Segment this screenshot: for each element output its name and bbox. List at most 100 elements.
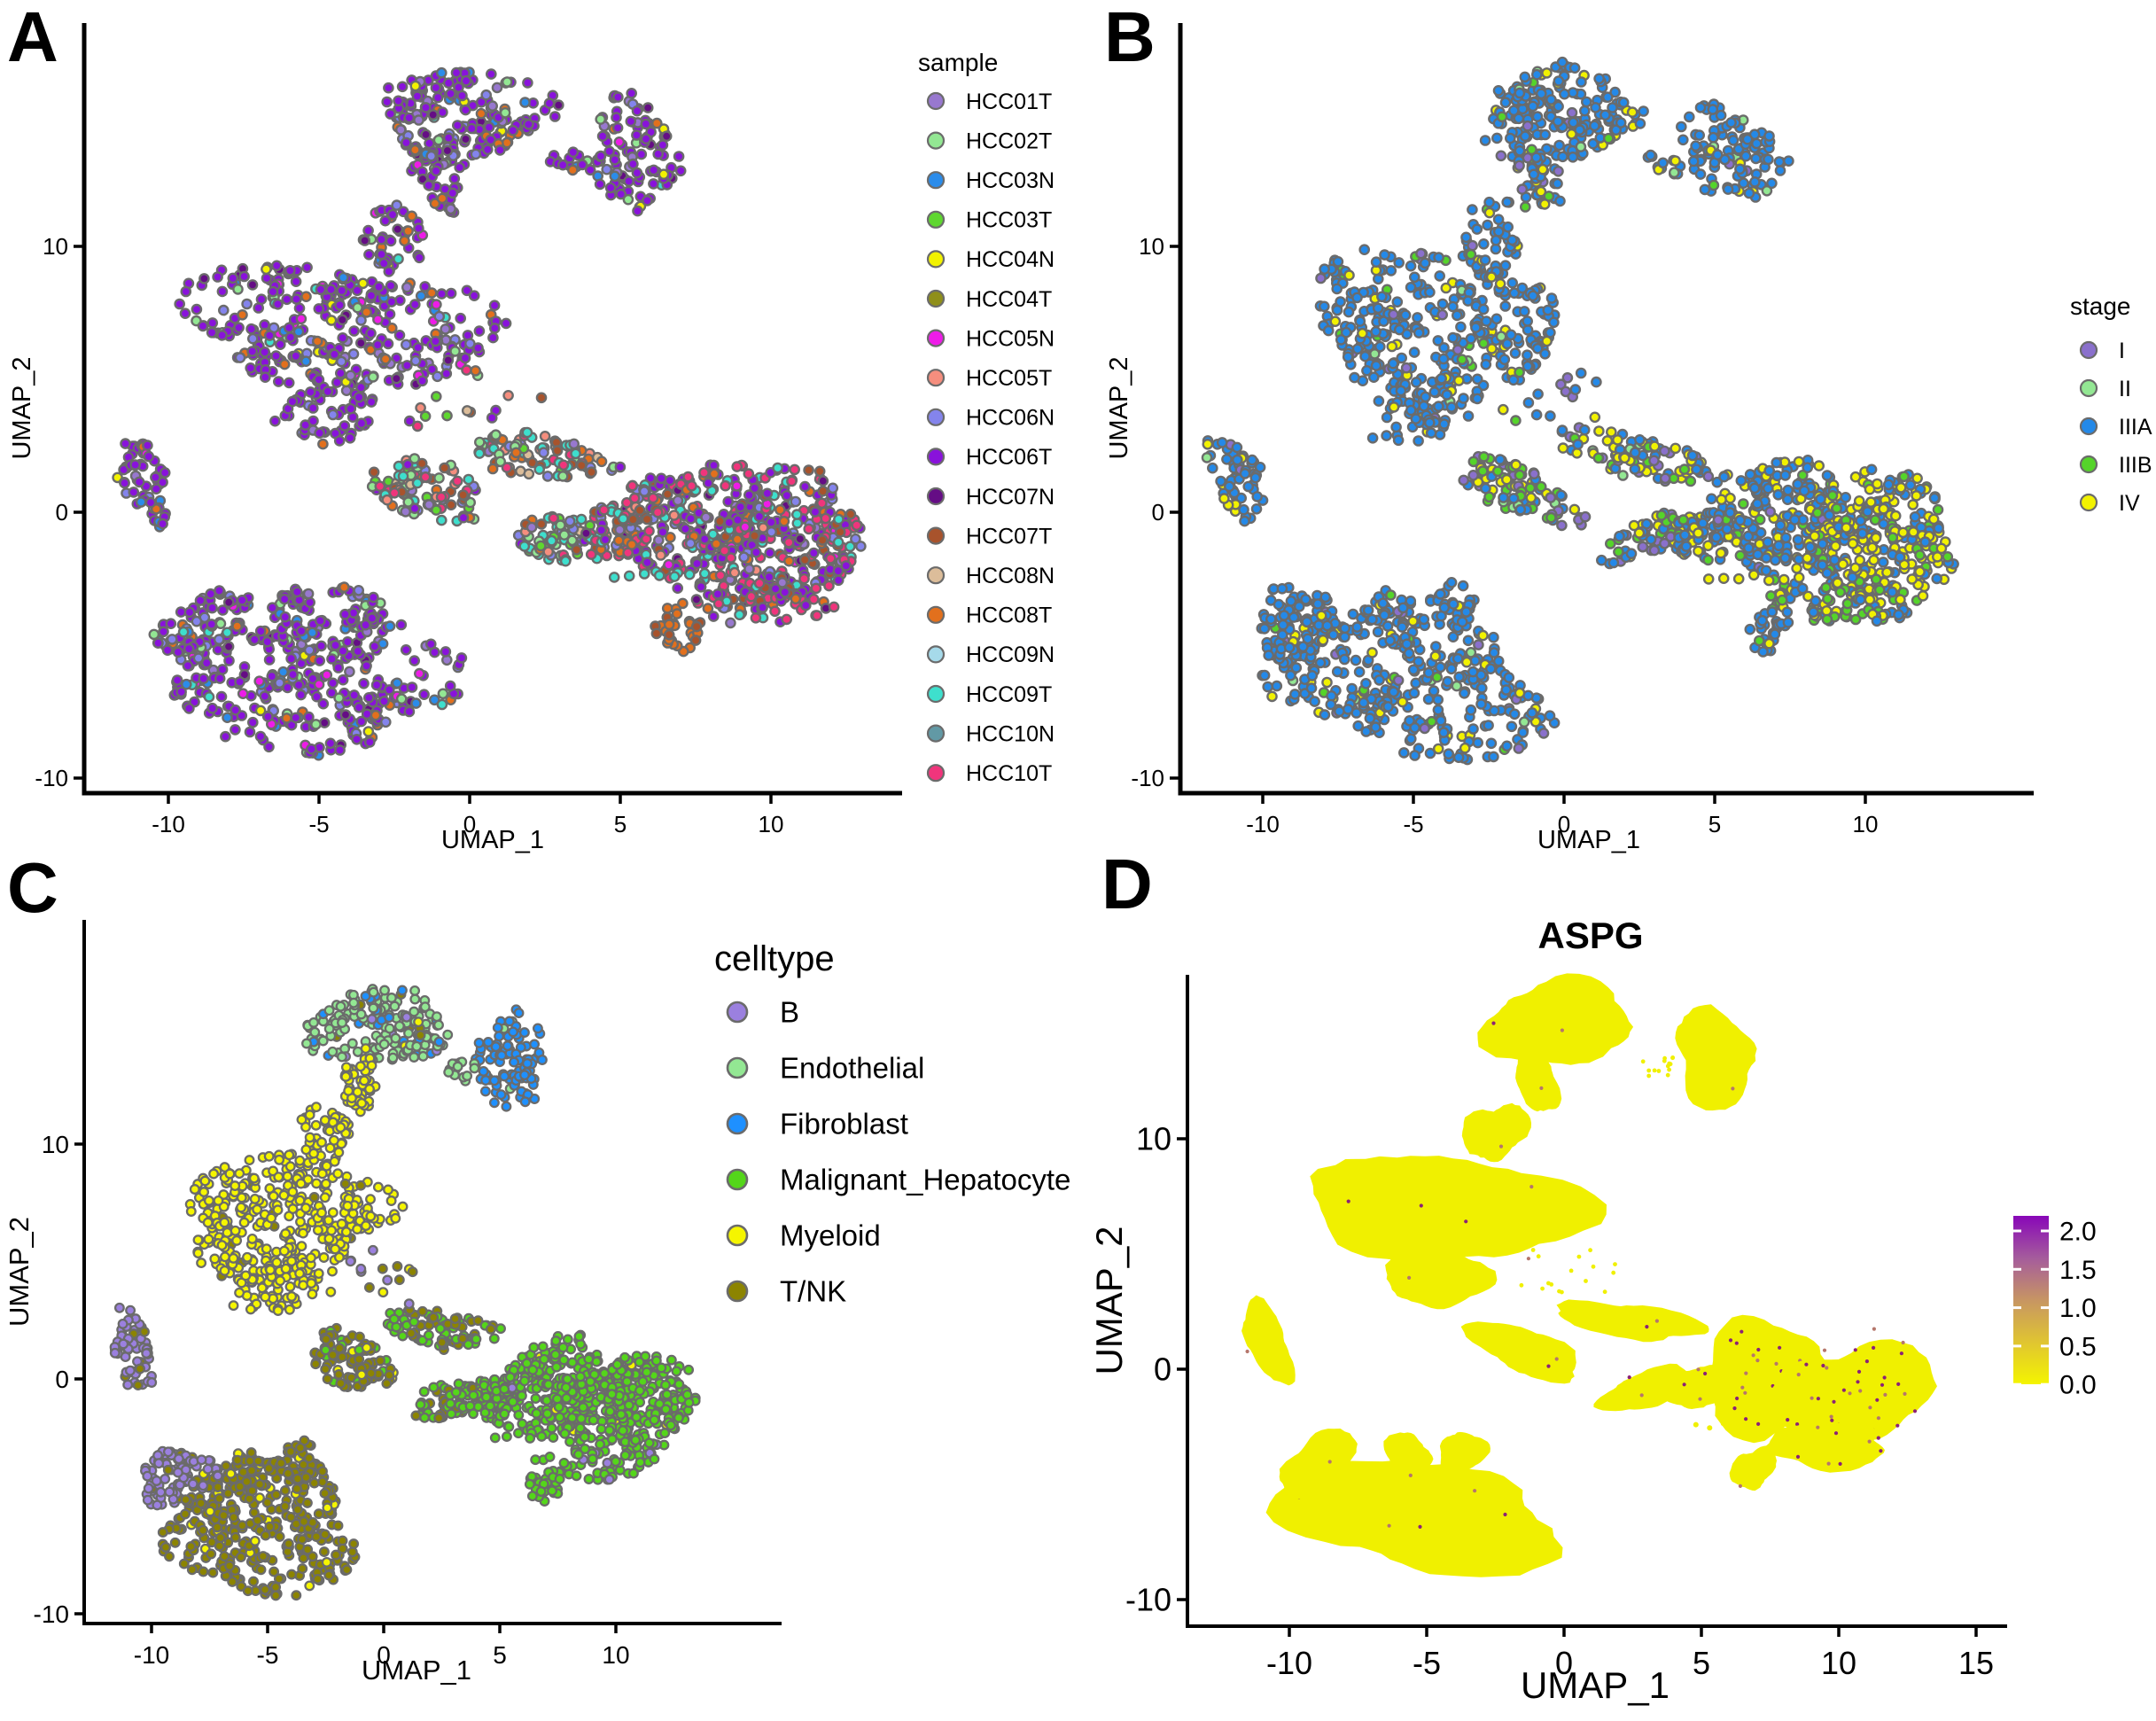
x-tick-label: 10 xyxy=(759,811,784,837)
legend-dot xyxy=(726,1001,749,1024)
legend-item-label: HCC10N xyxy=(966,721,1055,746)
legend-item-label: HCC06N xyxy=(966,406,1055,431)
x-axis-label: UMAP_1 xyxy=(1521,1664,1670,1706)
x-tick-label: 5 xyxy=(1693,1645,1710,1681)
legend-dot xyxy=(926,645,946,664)
y-axis-label: UMAP_2 xyxy=(4,1217,35,1327)
y-tick-label: 0 xyxy=(56,499,68,526)
x-tick-label: 5 xyxy=(1708,811,1721,837)
legend-item-label: Fibroblast xyxy=(780,1108,908,1141)
legend-title: stage xyxy=(2070,292,2131,320)
y-tick-label: 10 xyxy=(42,1131,69,1158)
x-tick-label: 5 xyxy=(614,811,627,837)
panel-label-d: D xyxy=(1101,845,1153,923)
panel-B-axes: -10 -5 0 5 10 10 0 -10 UMAP_1 UMAP_2 xyxy=(1105,23,2034,854)
y-tick-label: -10 xyxy=(35,765,68,791)
legend-dot xyxy=(2079,378,2098,398)
legend-item-label: HCC07T xyxy=(966,524,1052,549)
legend-item-label: Malignant_Hepatocyte xyxy=(780,1164,1070,1196)
panel-A-umap-points xyxy=(112,66,867,761)
legend-item-label: I xyxy=(2119,339,2125,363)
legend-item-label: B xyxy=(780,996,799,1029)
legend-dot xyxy=(726,1168,749,1191)
legend-dot xyxy=(926,526,946,545)
legend-item-label: IIIA xyxy=(2119,415,2152,440)
legend-dot xyxy=(926,448,946,466)
x-tick-label: -5 xyxy=(1413,1645,1441,1681)
x-tick-label: -5 xyxy=(308,811,329,837)
legend-item-label: HCC01T xyxy=(966,90,1052,114)
y-tick-label: 0 xyxy=(1152,499,1164,526)
legend-dot xyxy=(926,605,946,624)
legend-item-label: HCC05T xyxy=(966,366,1052,391)
x-tick-label: -10 xyxy=(1246,811,1280,837)
legend-item-label: Endothelial xyxy=(780,1052,924,1085)
y-tick-label: 10 xyxy=(1139,233,1164,260)
legend-dot xyxy=(2079,340,2098,360)
feature-plot-title: ASPG xyxy=(1537,915,1644,956)
legend-dot xyxy=(2079,417,2098,436)
panel-A-legend: sample HCC01T HCC02T HCC03N HCC03T HCC04N HCC0… xyxy=(918,49,1055,786)
x-tick-label: 5 xyxy=(493,1641,507,1669)
legend-dot xyxy=(926,210,946,229)
panel-D-umap-points xyxy=(1241,973,1937,1577)
legend-dot xyxy=(926,487,946,506)
legend-dot xyxy=(726,1112,749,1135)
legend-dot xyxy=(2079,493,2098,512)
panel-D: -10 -5 0 5 10 15 10 0 -10 UMAP_1 UMAP_2 2.0 1.5 1.0 0.… xyxy=(1088,973,2097,1706)
legend-item-label: HCC07N xyxy=(966,485,1055,510)
legend-item-label: HCC10T xyxy=(966,761,1052,786)
legend-item-label: HCC08T xyxy=(966,604,1052,628)
colorbar-tick-label: 0.5 xyxy=(2059,1332,2097,1361)
panel-B-umap-points xyxy=(1201,56,1959,766)
colorbar-tick-label: 0.0 xyxy=(2059,1371,2097,1400)
x-tick-label: -5 xyxy=(257,1641,279,1669)
panel-label-a: A xyxy=(7,0,58,76)
legend-dot xyxy=(926,250,946,269)
legend-item-label: HCC03N xyxy=(966,168,1055,193)
x-tick-label: 10 xyxy=(1853,811,1879,837)
x-tick-label: 15 xyxy=(1958,1645,1994,1681)
x-tick-label: 0 xyxy=(1558,811,1570,837)
y-tick-label: -10 xyxy=(1125,1582,1171,1618)
legend-dot xyxy=(726,1280,749,1303)
legend-item-label: HCC08N xyxy=(966,564,1055,588)
x-axis-label: UMAP_1 xyxy=(441,826,544,854)
colorbar-tick-label: 2.0 xyxy=(2059,1218,2097,1247)
colorbar-tick-label: 1.5 xyxy=(2059,1256,2097,1285)
legend-item-label: HCC06T xyxy=(966,445,1052,470)
legend-item-label: Myeloid xyxy=(780,1219,881,1252)
legend-dot xyxy=(926,764,946,783)
x-tick-label: -10 xyxy=(1266,1645,1312,1681)
legend-item-label: HCC04N xyxy=(966,247,1055,272)
panel-B: -10 -5 0 5 10100-10UMAP_1UMAP_2stageIIIIIIAI… xyxy=(1105,23,2152,854)
panel-C-legend: celltype B Endothelial Fibroblast Malignant_… xyxy=(714,939,1070,1308)
y-tick-label: 10 xyxy=(1136,1121,1171,1157)
legend-dot xyxy=(726,1056,749,1079)
x-tick-label: -10 xyxy=(134,1641,169,1669)
panel-label-b: B xyxy=(1104,0,1156,76)
legend-dot xyxy=(926,171,946,190)
y-tick-label: 0 xyxy=(1154,1351,1171,1388)
legend-item-label: HCC09T xyxy=(966,682,1052,707)
legend-item-label: HCC03T xyxy=(966,208,1052,233)
legend-item-label: IV xyxy=(2119,491,2140,516)
legend-dot xyxy=(926,131,946,150)
x-tick-label: -5 xyxy=(1403,811,1423,837)
legend-title: celltype xyxy=(714,939,835,978)
panel-C-axes: -10 -5 0 5 10 10 0 -10 UMAP_1 UMAP_2 xyxy=(4,920,782,1686)
panel-C: -10 -5 0 5 10 10 0 -10 UMAP_1 UMAP_2 celltype B Endo… xyxy=(4,920,1070,1686)
legend-dot xyxy=(2079,455,2098,474)
x-tick-label: 0 xyxy=(463,811,476,837)
colorbar-gradient xyxy=(2013,1216,2049,1384)
y-tick-label: -10 xyxy=(1131,765,1164,791)
legend-item-label: HCC09N xyxy=(966,642,1055,667)
x-tick-label: 0 xyxy=(377,1641,391,1669)
legend-item-label: HCC04T xyxy=(966,287,1052,312)
legend-dot xyxy=(926,369,946,387)
legend-item-label: HCC02T xyxy=(966,128,1052,153)
legend-dot xyxy=(926,566,946,585)
